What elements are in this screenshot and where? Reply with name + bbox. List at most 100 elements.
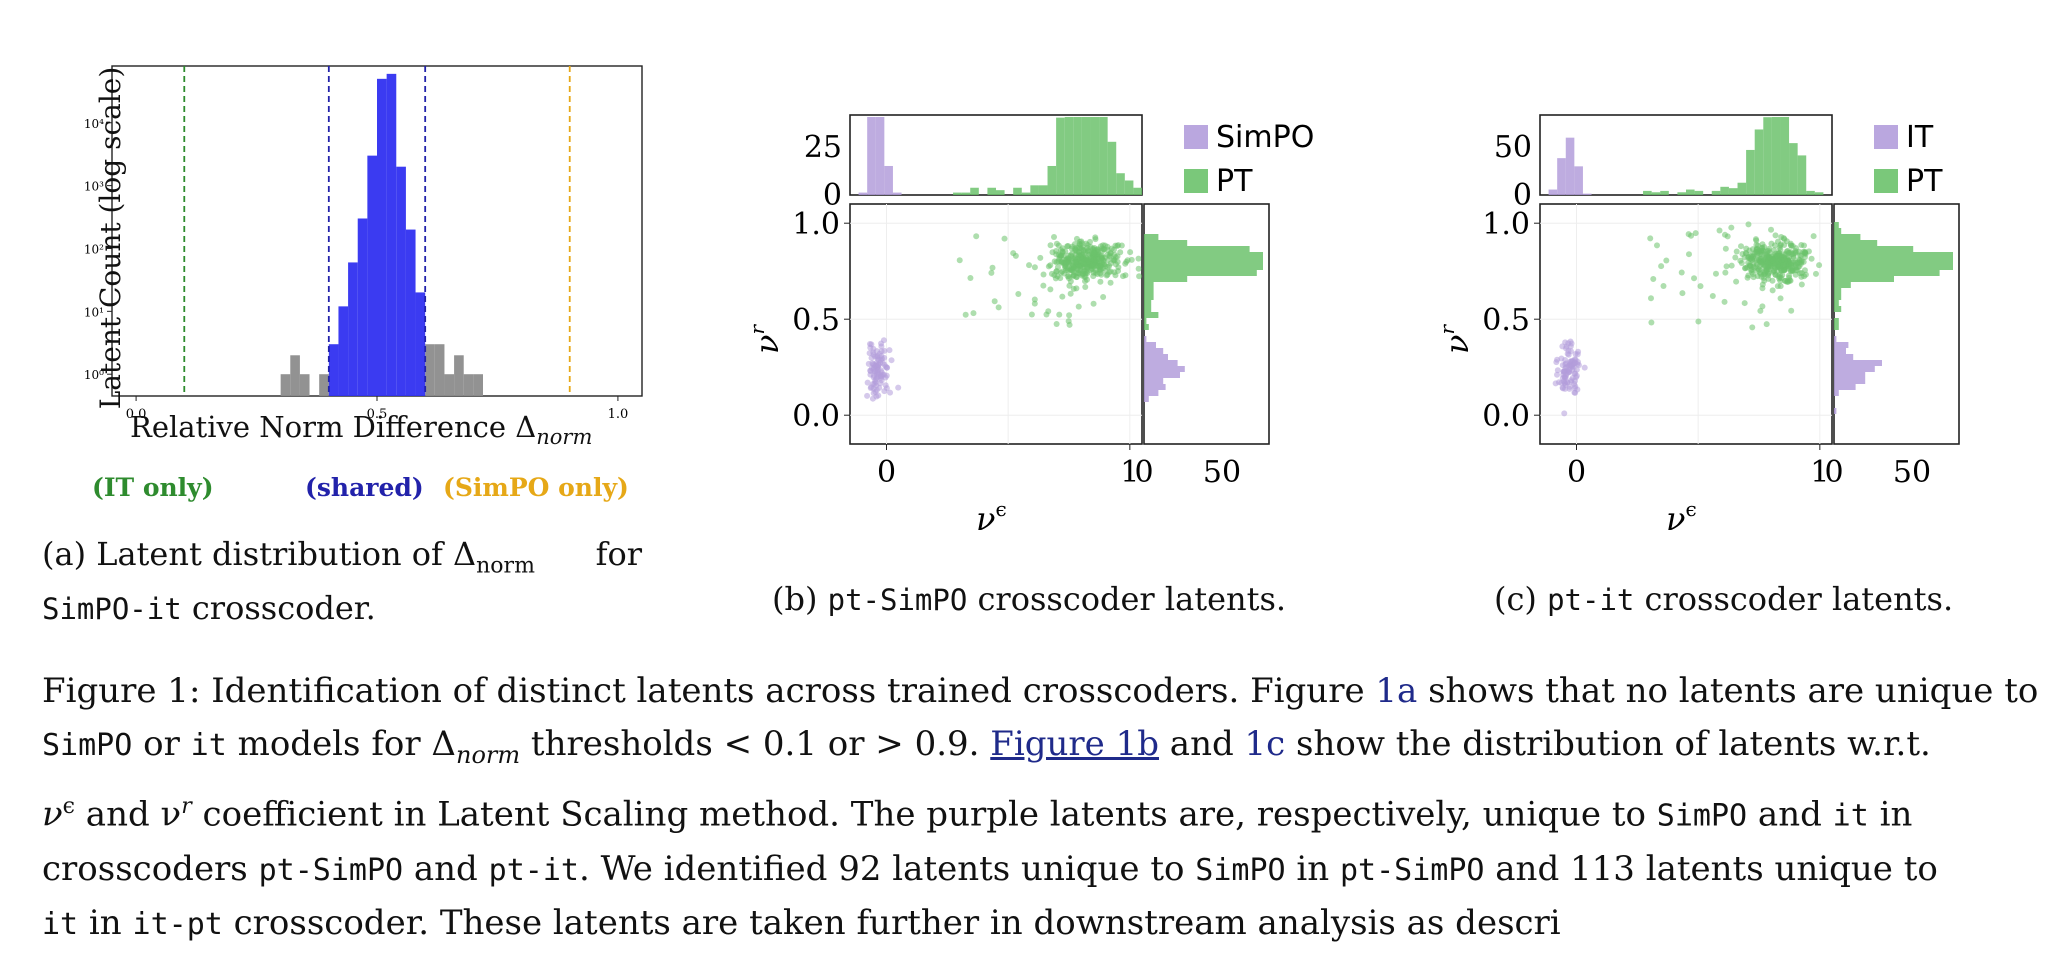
green-point xyxy=(988,269,995,276)
top-hist-tick-label: 0 xyxy=(823,178,842,213)
top-hist-bar-green xyxy=(1754,129,1764,195)
right-hist-bar-green xyxy=(1144,276,1188,282)
caption-mono: SimPO xyxy=(42,727,133,763)
purple-point xyxy=(1560,371,1567,378)
caption-mono: it xyxy=(1832,798,1869,834)
right-hist-bar-purple xyxy=(1144,384,1166,390)
green-point xyxy=(1774,283,1781,290)
right-hist-bar-green xyxy=(1834,288,1842,294)
green-point xyxy=(1051,234,1058,241)
green-point xyxy=(1055,242,1062,249)
purple-point xyxy=(870,361,877,368)
green-point xyxy=(1066,312,1073,319)
top-hist-bar-green xyxy=(970,187,979,195)
right-hist-tick-label: 50 xyxy=(1203,455,1241,490)
green-point xyxy=(995,304,1002,311)
green-point xyxy=(989,264,996,271)
purple-point xyxy=(872,388,879,395)
green-point xyxy=(967,275,974,282)
green-point xyxy=(1053,268,1060,275)
green-point xyxy=(973,233,980,240)
green-point xyxy=(1065,275,1072,282)
top-hist-bar-green xyxy=(1806,190,1815,195)
purple-point xyxy=(864,379,871,386)
green-point xyxy=(1753,237,1760,244)
purple-point xyxy=(881,361,888,368)
top-hist-bar-green xyxy=(961,192,971,195)
caption-mono: it xyxy=(190,727,227,763)
green-point xyxy=(1031,296,1038,303)
histogram-gray-bar xyxy=(319,374,329,396)
green-point xyxy=(1744,274,1751,281)
panel-c-caption-prefix: (c) xyxy=(1494,580,1548,618)
top-hist-bar-green xyxy=(1746,149,1755,195)
top-hist-bar-green xyxy=(1789,143,1798,195)
green-point xyxy=(1787,262,1794,269)
green-point xyxy=(1741,300,1748,307)
right-hist-bar-purple xyxy=(1834,372,1866,378)
right-hist-bar-green xyxy=(1144,300,1152,306)
green-point xyxy=(1015,291,1022,298)
green-point xyxy=(1053,321,1060,328)
purple-point xyxy=(882,374,889,381)
top-hist-bar-purple xyxy=(1582,193,1592,195)
top-hist-tick-label: 50 xyxy=(1494,130,1532,165)
right-hist-bar-purple xyxy=(1144,360,1178,366)
histogram-blue-bar xyxy=(348,262,358,396)
purple-point xyxy=(888,357,895,364)
purple-point xyxy=(874,356,881,363)
green-point xyxy=(1135,265,1142,272)
right-hist-bar-green xyxy=(1834,258,1953,264)
caption-text: in xyxy=(1285,848,1340,889)
caption-line-1: Figure 1: Identification of distinct lat… xyxy=(42,665,2038,718)
green-point xyxy=(1732,254,1739,261)
green-point xyxy=(1056,311,1063,318)
panel-b-caption: (b) pt-SimPO crosscoder latents. xyxy=(772,578,1286,621)
green-point xyxy=(1092,234,1099,241)
panel-a-xlabel-text: Relative Norm Difference Δ xyxy=(130,410,537,444)
green-point xyxy=(1790,250,1797,257)
right-hist-tick-label: 0 xyxy=(1134,455,1153,490)
green-point xyxy=(1077,265,1084,272)
caption-text: and xyxy=(1158,723,1245,764)
ref-link-figure-1b[interactable]: Figure 1b xyxy=(990,723,1159,764)
caption-mono: it-pt xyxy=(132,907,223,943)
right-hist-bar-purple xyxy=(1834,408,1837,414)
right-hist-tick-label: 50 xyxy=(1893,455,1931,490)
green-point xyxy=(1104,264,1111,271)
right-hist-bar-purple xyxy=(1144,336,1147,342)
x-tick-label: 0.5 xyxy=(367,407,388,422)
green-point xyxy=(1768,226,1775,233)
right-hist-bar-green xyxy=(1144,288,1154,294)
purple-point xyxy=(864,392,871,399)
ref-link-1a[interactable]: 1a xyxy=(1375,671,1418,711)
top-hist-bar-purple xyxy=(1565,137,1575,195)
scatter-ylabel-sup: r xyxy=(745,324,769,335)
histogram-gray-bar xyxy=(290,355,300,396)
green-point xyxy=(1089,263,1096,270)
green-point xyxy=(1812,270,1819,277)
top-hist-bar-green xyxy=(1720,186,1729,195)
green-point xyxy=(1100,293,1107,300)
green-point xyxy=(1028,311,1035,318)
caption-text: shows that no latents are unique to xyxy=(1417,671,2039,711)
histogram-blue-bar xyxy=(377,78,387,397)
green-point xyxy=(1772,232,1779,239)
scatter-ylabel-sup: r xyxy=(1435,324,1459,335)
green-point xyxy=(1068,245,1075,252)
right-hist-bar-green xyxy=(1834,240,1878,246)
right-hist-bar-purple xyxy=(1834,384,1856,390)
top-hist-bar-green xyxy=(1677,192,1686,195)
caption-text: show the distribution of latents w.r.t. xyxy=(1285,723,1931,764)
green-point xyxy=(1723,263,1730,270)
caption-line-2: SimPO or it models for Δnorm thresholds … xyxy=(42,718,2027,781)
right-hist-bar-green xyxy=(1834,270,1940,276)
ref-link-1c[interactable]: 1c xyxy=(1244,723,1286,764)
right-hist-bar-purple xyxy=(1834,336,1837,342)
green-point xyxy=(1763,321,1770,328)
green-point xyxy=(956,257,963,264)
green-point xyxy=(1697,283,1704,290)
green-point xyxy=(1097,278,1104,285)
green-point xyxy=(1053,247,1060,254)
green-point xyxy=(1073,235,1080,242)
